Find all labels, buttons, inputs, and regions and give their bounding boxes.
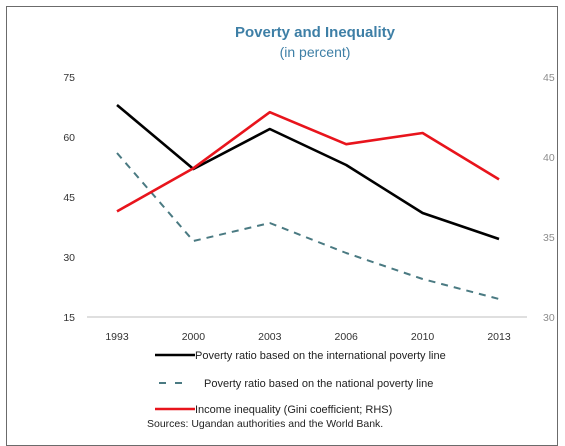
x-tick-label: 1993 xyxy=(105,331,129,343)
series-lines xyxy=(116,104,500,300)
y-tick-label: 60 xyxy=(63,132,75,144)
legend-label-3: Income inequality (Gini coefficient; RHS… xyxy=(195,404,392,416)
y2-tick-label: 45 xyxy=(543,72,555,84)
legend: Poverty ratio based on the international… xyxy=(155,350,446,416)
y2-tick-label: 40 xyxy=(543,152,555,164)
x-tick-label: 2006 xyxy=(335,331,359,343)
y2-tick-label: 30 xyxy=(543,312,555,324)
series-line-3 xyxy=(116,110,500,213)
poverty-inequality-chart: Poverty and Inequality (in percent) 75 60… xyxy=(63,24,555,430)
x-tick-label: 2003 xyxy=(258,331,282,343)
axes: 75 60 45 30 15 45 40 35 30 1993 2000 2003 2006 2010 20… xyxy=(63,72,555,343)
series-line-1 xyxy=(116,104,500,241)
source-note: Sources: Ugandan authorities and the Wor… xyxy=(147,418,383,430)
legend-label-1: Poverty ratio based on the international… xyxy=(195,350,446,362)
y-tick-label: 15 xyxy=(63,312,75,324)
y-tick-label: 30 xyxy=(63,252,75,264)
legend-label-2: Poverty ratio based on the national pove… xyxy=(204,378,433,390)
y-tick-label: 45 xyxy=(63,192,75,204)
chart-title: Poverty and Inequality xyxy=(235,24,396,41)
y-tick-label: 75 xyxy=(63,72,75,84)
x-tick-label: 2013 xyxy=(487,331,511,343)
y2-tick-label: 35 xyxy=(543,232,555,244)
chart-frame: Poverty and Inequality (in percent) 75 60… xyxy=(6,6,558,446)
x-tick-label: 2000 xyxy=(182,331,206,343)
x-tick-label: 2010 xyxy=(411,331,435,343)
series-line-2 xyxy=(116,152,500,300)
chart-subtitle: (in percent) xyxy=(280,44,351,60)
